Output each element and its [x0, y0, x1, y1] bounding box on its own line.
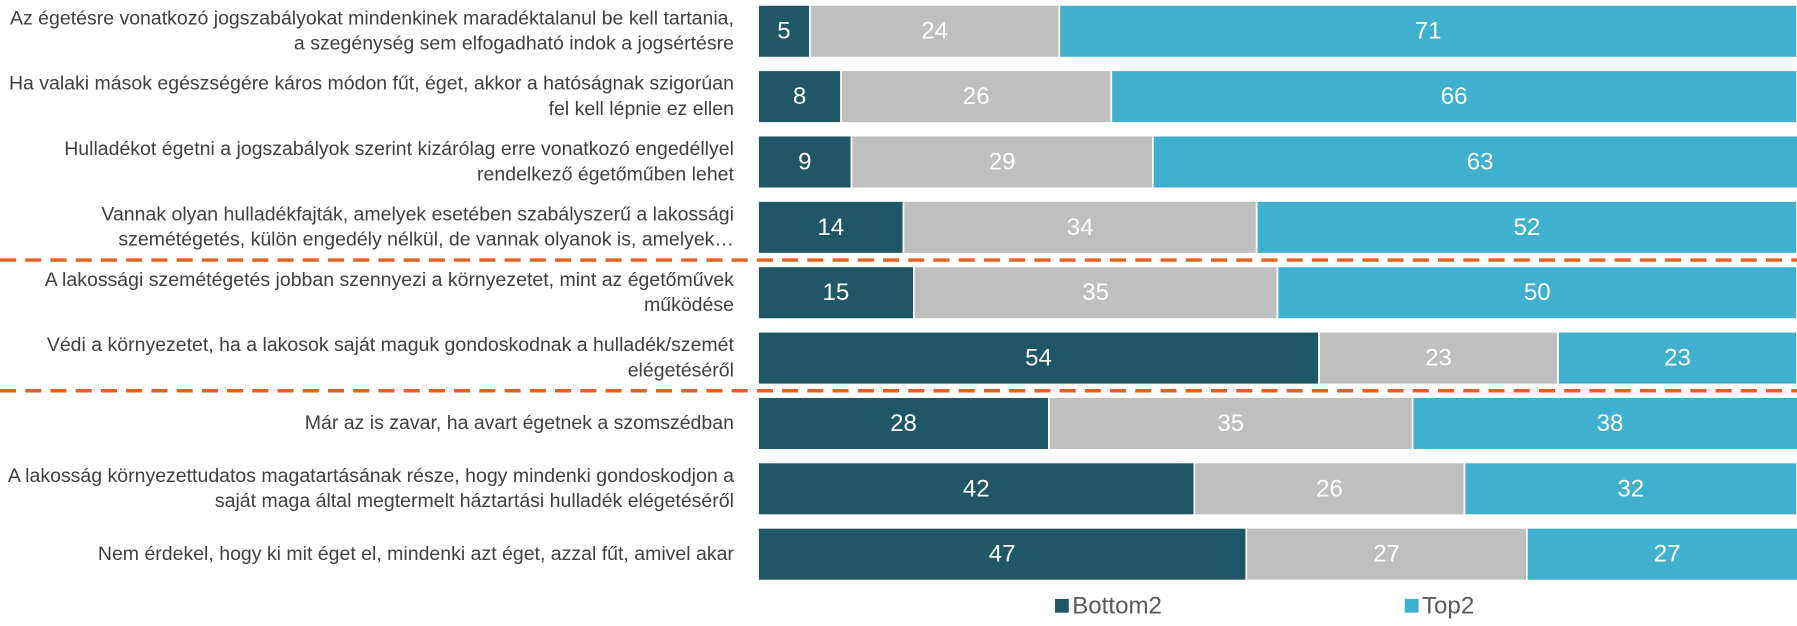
- bar-segment: [1110, 69, 1797, 124]
- value-label: 50: [1524, 279, 1551, 306]
- category-label: Vannak olyan hulladékfajták, amelyek ese…: [101, 203, 734, 251]
- bar-segment: [757, 461, 1196, 517]
- category-label-box: Nem érdekel, hogy ki mit éget el, minden…: [97, 542, 734, 565]
- value-label: 23: [1664, 345, 1691, 372]
- legend-label: Top2: [1422, 592, 1474, 619]
- category-label-box: Hulladékot égetni a jogszabályok szerint…: [64, 137, 734, 185]
- bar-segment: [1255, 200, 1797, 255]
- value-label: 15: [823, 279, 850, 306]
- category-label: Már az is zavar, ha avart égetnek a szom…: [304, 411, 734, 434]
- value-label: 52: [1513, 214, 1540, 241]
- category-label: A lakosság környezettudatos magatartásán…: [7, 464, 734, 512]
- value-label: 26: [963, 83, 990, 110]
- value-label: 27: [1373, 541, 1400, 568]
- value-label: 35: [1217, 410, 1244, 437]
- bar-segment: [1151, 134, 1797, 190]
- value-label: 14: [817, 214, 844, 241]
- bar-segment: [1058, 4, 1797, 59]
- bar-segment: [809, 4, 1061, 59]
- bar-segment: [902, 200, 1258, 255]
- category-label: A lakossági szemétégetés jobban szennyez…: [44, 268, 734, 316]
- category-label-box: A lakosság környezettudatos magatartásán…: [7, 464, 734, 512]
- value-label: 34: [1067, 214, 1094, 241]
- value-label: 54: [1025, 345, 1052, 372]
- value-label: 32: [1617, 475, 1644, 502]
- value-label: 28: [890, 410, 917, 437]
- bar-segment: [757, 396, 1050, 451]
- bar-segment: [757, 265, 915, 320]
- legend-swatch: [1404, 598, 1419, 613]
- bar-segment: [1245, 526, 1528, 582]
- bar-segment: [1411, 396, 1797, 451]
- category-label: Védi a környezetet, ha a lakosok saját m…: [46, 334, 734, 382]
- value-label: 66: [1441, 83, 1468, 110]
- value-label: 38: [1597, 410, 1624, 437]
- value-label: 35: [1082, 279, 1109, 306]
- category-label-box: Védi a környezetet, ha a lakosok saját m…: [46, 334, 734, 382]
- category-label: Ha valaki mások egészségére káros módon …: [8, 72, 734, 120]
- bar-segment: [1276, 265, 1797, 320]
- bar-segment: [757, 4, 811, 59]
- category-label-box: Ha valaki mások egészségére káros módon …: [8, 72, 734, 120]
- category-label-box: Már az is zavar, ha avart égetnek a szom…: [304, 411, 734, 434]
- value-label: 23: [1425, 345, 1452, 372]
- value-label: 29: [989, 148, 1016, 175]
- value-label: 24: [921, 18, 948, 45]
- value-label: 63: [1467, 148, 1494, 175]
- category-label-box: Vannak olyan hulladékfajták, amelyek ese…: [101, 203, 734, 251]
- value-label: 47: [989, 541, 1016, 568]
- bar-segment: [913, 265, 1279, 320]
- bar-segment: [757, 134, 853, 190]
- bar-segment: [1526, 526, 1797, 582]
- category-label: Hulladékot égetni a jogszabályok szerint…: [64, 137, 734, 185]
- category-label-box: Az égetésre vonatkozó jogszabályokat min…: [10, 7, 734, 55]
- value-label: 27: [1654, 541, 1681, 568]
- bar-segment: [757, 526, 1248, 582]
- legend-swatch: [1055, 598, 1069, 613]
- value-label: 8: [793, 83, 806, 110]
- legend-label: Bottom2: [1072, 592, 1162, 619]
- category-label-box: A lakossági szemétégetés jobban szennyez…: [44, 268, 734, 316]
- category-label: Az égetésre vonatkozó jogszabályokat min…: [10, 7, 734, 55]
- value-label: 5: [777, 18, 790, 45]
- bar-segment: [1048, 396, 1414, 451]
- value-label: 71: [1415, 18, 1442, 45]
- category-label: Nem érdekel, hogy ki mit éget el, minden…: [97, 542, 734, 565]
- value-label: 9: [798, 148, 811, 175]
- bar-segment: [840, 69, 1113, 124]
- bar-segment: [850, 134, 1154, 190]
- bar-segment: [757, 200, 905, 255]
- value-label: 26: [1316, 475, 1343, 502]
- bar-segment: [1463, 461, 1797, 517]
- value-label: 42: [963, 475, 990, 502]
